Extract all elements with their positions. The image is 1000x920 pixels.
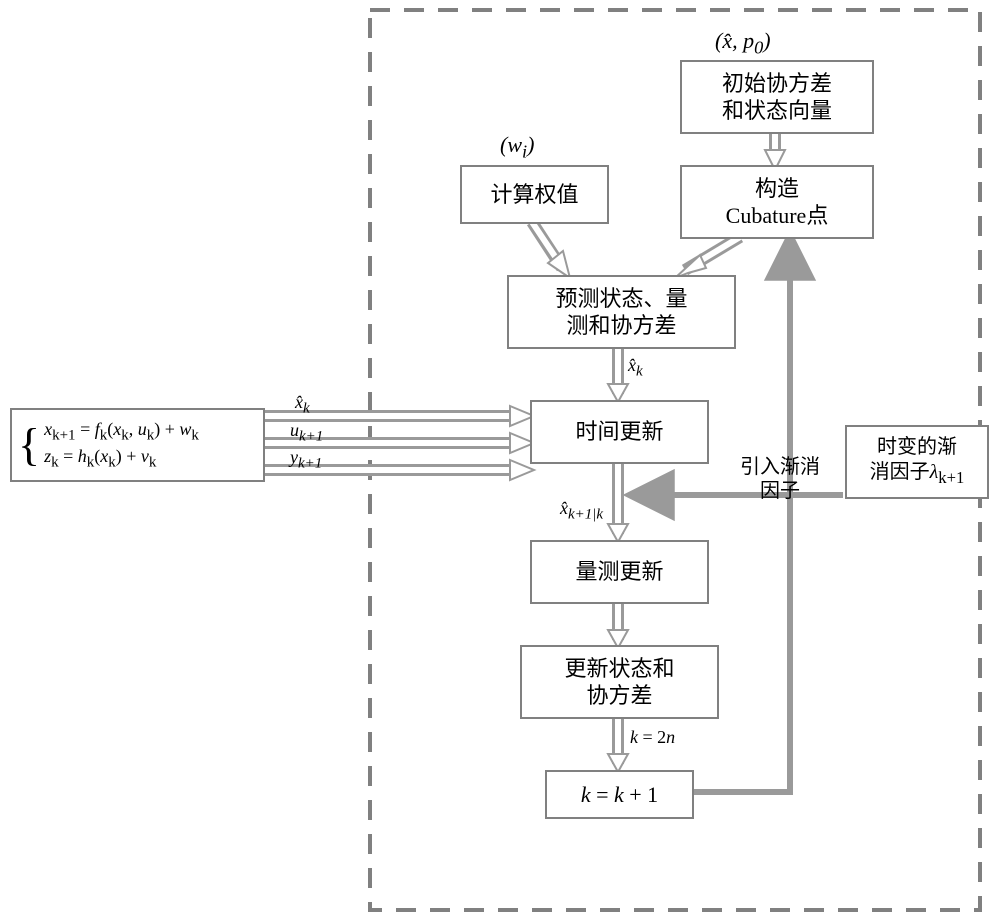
fading-line2: 消因子λk+1 (870, 460, 965, 489)
meas-update-box: 量测更新 (530, 540, 709, 604)
annot-xhatk1k: x̂k+1|k (560, 498, 603, 524)
predict-box: 预测状态、量 测和协方差 (507, 275, 736, 349)
annot-k2n: k = 2n (630, 727, 675, 748)
update-state-box: 更新状态和 协方差 (520, 645, 719, 719)
cubature-line1: 构造 (755, 175, 799, 203)
predict-line2: 测和协方差 (566, 312, 676, 340)
increment-box: k = k + 1 (545, 770, 694, 819)
system-eq1: xk+1 = fk(xk, uk) + wk (44, 418, 199, 445)
predict-line1: 预测状态、量 (555, 285, 687, 313)
time-update-text: 时间更新 (575, 418, 663, 446)
init-line1: 初始协方差 (722, 70, 832, 98)
system-model-box: { xk+1 = fk(xk, uk) + wk zk = hk(xk) + v… (10, 408, 265, 482)
cubature-box: 构造 Cubature点 (680, 165, 874, 239)
update-line2: 协方差 (586, 682, 652, 710)
arrow-label-yk1: yk+1 (290, 447, 322, 473)
init-line2: 和状态向量 (722, 97, 832, 125)
update-line1: 更新状态和 (564, 655, 674, 683)
arrow-label-uk1: uk+1 (290, 420, 323, 446)
system-eq2: zk = hk(xk) + vk (44, 445, 199, 472)
increment-text: k = k + 1 (581, 781, 658, 809)
edge-fading-label: 引入渐消因子 (725, 455, 835, 503)
init-annot: (x̂, p0) (715, 28, 771, 58)
arrow-label-xhatk: x̂k (295, 392, 310, 418)
init-box: 初始协方差 和状态向量 (680, 60, 874, 134)
weights-annot: (wi) (500, 132, 534, 162)
time-update-box: 时间更新 (530, 400, 709, 464)
fading-line1: 时变的渐 (877, 435, 957, 460)
weights-text: 计算权值 (490, 181, 578, 209)
cubature-line2: Cubature点 (726, 202, 829, 230)
annot-xhatk: x̂k (628, 355, 643, 381)
meas-update-text: 量测更新 (575, 558, 663, 586)
fading-factor-box: 时变的渐 消因子λk+1 (845, 425, 989, 499)
weights-box: 计算权值 (460, 165, 609, 224)
